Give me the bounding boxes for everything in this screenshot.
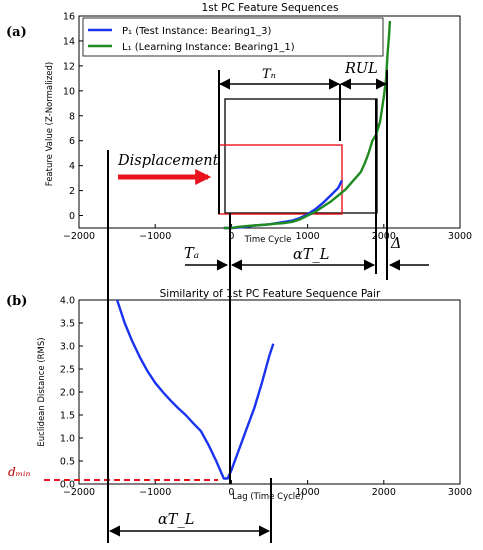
y-tick-label: 1.0 [60, 434, 75, 445]
ta-label: Tₐ [184, 246, 199, 262]
x-tick-label: 1000 [296, 487, 320, 498]
y-tick-label: 6 [69, 136, 75, 147]
chart-b-frame [78, 299, 461, 485]
y-tick-label: 3.0 [60, 342, 75, 353]
y-tick-label: 2 [69, 186, 75, 197]
y-tick-label: 2.0 [60, 388, 75, 399]
y-tick-label: 4.0 [60, 296, 75, 307]
panel-label-a: (a) [6, 25, 27, 40]
tn-label: Tₙ [262, 67, 276, 82]
y-tick-label: 10 [63, 86, 75, 97]
chart-b-ticks: −2000 −1000 0 1000 2000 3000 0.0 0.5 1.0 1.5 2.0 2.… [60, 296, 472, 499]
chart-b-xlabel: Lag (Time Cycle) [232, 492, 303, 502]
legend-label-l1: L₁ (Learning Instance: Bearing1_1) [122, 42, 295, 53]
displacement-label: Displacement [117, 153, 219, 169]
y-tick-label: 0.0 [60, 480, 75, 491]
alpha-tl-top-label: αT_L [293, 247, 329, 263]
y-tick-label: 0 [69, 211, 75, 222]
x-tick-label: 3000 [448, 231, 472, 242]
legend-box [82, 17, 384, 57]
y-tick-label: 4 [69, 161, 75, 172]
chart-b-series [115, 299, 275, 480]
chart-b-ylabel: Euclidean Distance (RMS) [37, 337, 47, 446]
y-tick-label: 0.5 [60, 457, 75, 468]
chart-a-legend: P₁ (Test Instance: Bearing1_3) L₁ (Learn… [82, 17, 384, 57]
y-tick-label: 14 [63, 36, 75, 47]
alpha-tl-bottom-label: αT_L [158, 512, 194, 528]
dmin-label: dₘᵢₙ [8, 465, 30, 479]
y-tick-label: 12 [63, 61, 75, 72]
panel-label-b: (b) [6, 294, 27, 309]
rul-label: RUL [344, 61, 378, 77]
x-tick-label: 2000 [372, 231, 396, 242]
x-tick-label: −1000 [139, 487, 171, 498]
series-line-1 [115, 299, 275, 480]
x-tick-label: 3000 [448, 487, 472, 498]
x-tick-label: 0 [228, 487, 234, 498]
chart-a-title: 1st PC Feature Sequences [202, 2, 339, 14]
chart-a-series [223, 20, 392, 230]
x-tick-label: 0 [228, 231, 234, 242]
y-tick-label: 8 [69, 111, 75, 122]
y-tick-label: 2.5 [60, 365, 75, 376]
series-line-2 [223, 20, 392, 230]
x-tick-label: −2000 [63, 487, 95, 498]
x-tick-label: −1000 [139, 231, 171, 242]
x-tick-label: 1000 [296, 231, 320, 242]
y-tick-label: 3.5 [60, 319, 75, 330]
x-tick-label: 2000 [372, 487, 396, 498]
chart-a-ticks: −2000 −1000 0 1000 2000 3000 0 2 4 6 8 10 12 14 16 [63, 12, 472, 243]
chart-b-title: Similarity of 1st PC Feature Sequence Pa… [160, 288, 381, 300]
y-tick-label: 1.5 [60, 411, 75, 422]
x-tick-label: −2000 [63, 231, 95, 242]
legend-label-p1: P₁ (Test Instance: Bearing1_3) [122, 26, 272, 37]
y-tick-label: 16 [63, 12, 75, 23]
delta-label: Δ [390, 236, 401, 252]
series-line-1 [223, 180, 343, 230]
chart-a-ylabel: Feature Value (Z-Normalized) [45, 62, 55, 186]
chart-a-xlabel: Time Cycle [244, 235, 292, 245]
chart-a-frame [78, 15, 461, 229]
reference-box [224, 98, 378, 214]
